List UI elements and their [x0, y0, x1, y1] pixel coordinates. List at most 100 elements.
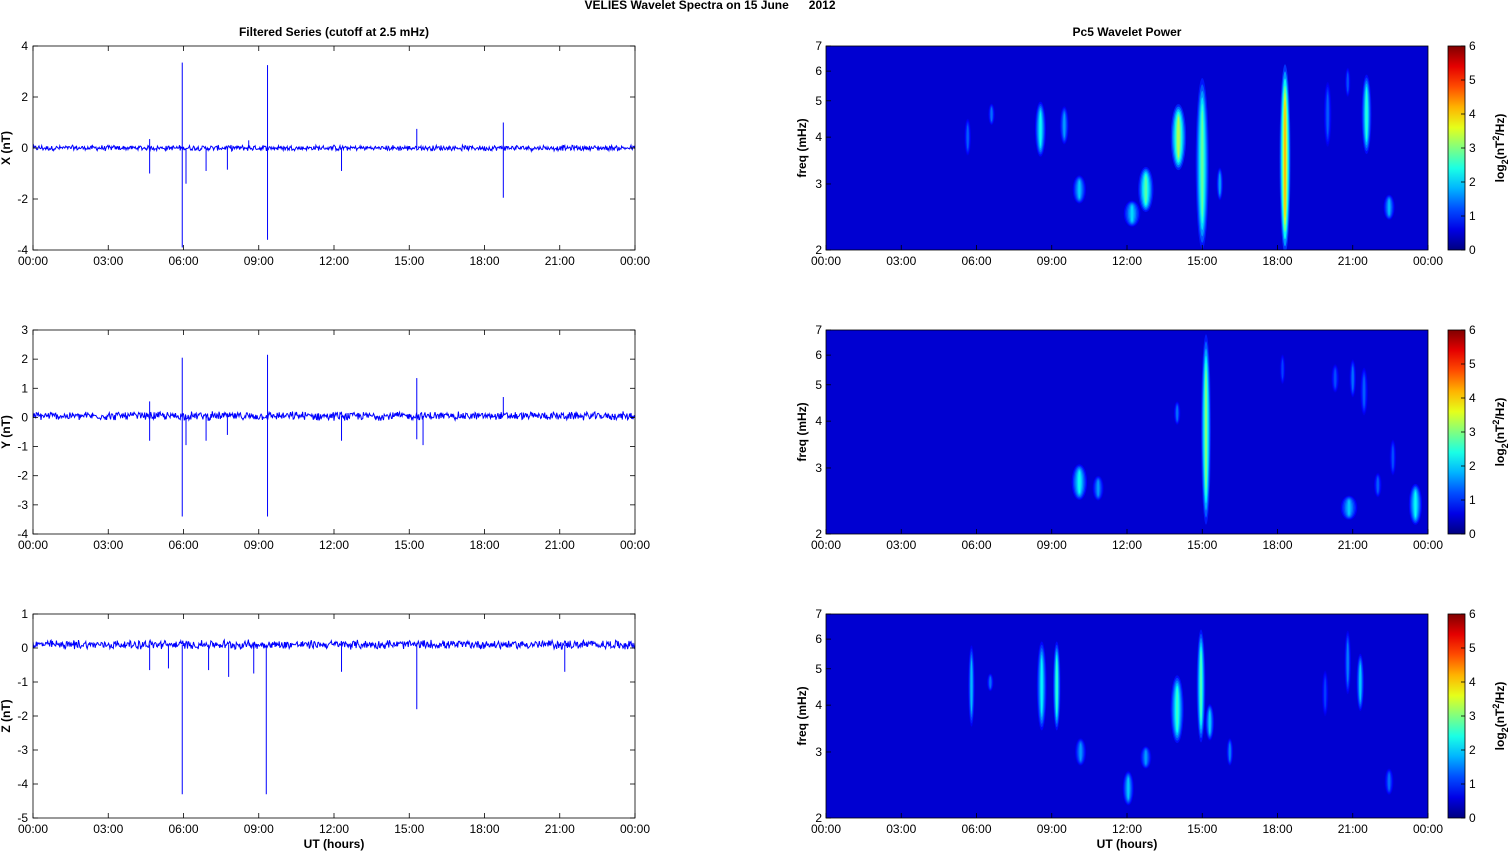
colorbar-tick-label: 0: [1469, 243, 1476, 257]
y-tick-label: 1: [21, 381, 28, 395]
colorbar-tick-label: 1: [1469, 493, 1476, 507]
colorbar-tick-label: 3: [1469, 709, 1476, 723]
power-blob-7: [1140, 746, 1152, 769]
blob-level: [1334, 369, 1337, 388]
blob-level: [1218, 173, 1221, 195]
plot-frame: [32, 329, 636, 535]
power-blob-9: [1195, 78, 1209, 250]
x-tick-label: 00:00: [1413, 538, 1443, 552]
blob-level: [1144, 175, 1148, 204]
x-tick-label: 15:00: [1187, 538, 1217, 552]
x-tick-label: 00:00: [811, 538, 841, 552]
power-blob-2: [986, 673, 994, 692]
left-column-title: Filtered Series (cutoff at 2.5 mHz): [239, 25, 429, 39]
y-tick-label: -1: [17, 675, 28, 689]
blob-level: [990, 107, 993, 122]
x-tick-label: 00:00: [620, 538, 650, 552]
series-trace: [33, 638, 635, 651]
colorbar-tick-label: 6: [1469, 39, 1476, 53]
y-tick-label: 4: [815, 130, 822, 144]
y-tick-label: -5: [17, 811, 28, 825]
blob-level: [1097, 480, 1100, 496]
y-tick-label: 0: [21, 410, 28, 424]
y-tick-label: 0: [21, 141, 28, 155]
x-tick-label: 18:00: [1262, 822, 1292, 836]
blob-level: [1130, 205, 1134, 222]
x-tick-label: 15:00: [394, 822, 424, 836]
colorbar-tick-label: 4: [1469, 107, 1476, 121]
x-tick-label: 09:00: [244, 538, 274, 552]
blob-level: [1346, 642, 1349, 683]
y-tick-label: -2: [17, 469, 28, 483]
blob-level: [1201, 110, 1204, 218]
power-blob-11: [1226, 738, 1234, 766]
colorbar-tick-label: 5: [1469, 641, 1476, 655]
power-blob-8: [1170, 675, 1184, 744]
blob-level: [1388, 773, 1391, 790]
power-blob-10: [1216, 167, 1224, 201]
x-tick-label: 09:00: [244, 822, 274, 836]
blob-level: [1351, 366, 1354, 391]
blob-level: [1078, 470, 1081, 494]
colorbar-tick-label: 0: [1469, 527, 1476, 541]
blob-level: [1376, 477, 1379, 493]
x-tick-label: 18:00: [1262, 254, 1292, 268]
x-tick-label: 00:00: [620, 822, 650, 836]
y-tick-label: 4: [815, 414, 822, 428]
x-tick-label: 21:00: [1338, 254, 1368, 268]
y-axis-label: X (nT): [0, 131, 13, 165]
y-tick-label: 4: [21, 39, 28, 53]
x-tick-label: 15:00: [1187, 822, 1217, 836]
colorbar: 0 1 2 3 4 5 6 log2(nT2/Hz): [1447, 39, 1510, 257]
y-tick-label: 0: [21, 641, 28, 655]
x-tick-label: 00:00: [811, 822, 841, 836]
blob-level: [1144, 750, 1147, 765]
y-tick-label: -3: [17, 498, 28, 512]
x-tick-label: 12:00: [1112, 254, 1142, 268]
x-tick-label: 06:00: [961, 254, 991, 268]
y-tick-label: -4: [17, 777, 28, 791]
x-tick-label: 06:00: [961, 822, 991, 836]
power-blob-12: [1323, 82, 1332, 147]
colorbar-tick-label: 2: [1469, 175, 1476, 189]
y-tick-label: 6: [815, 632, 822, 646]
colorbar-label: log2(nT2/Hz): [1491, 682, 1510, 751]
x-tick-label: 18:00: [1262, 538, 1292, 552]
line-panel-2: -4 -3 -2 -1 0 1 2 3 00:00 03:00 06:00 09:00 12:00 15:…: [0, 323, 650, 552]
blob-level: [1039, 112, 1042, 147]
y-tick-label: 5: [815, 378, 822, 392]
x-tick-label: 09:00: [1037, 254, 1067, 268]
x-tick-label: 00:00: [18, 254, 48, 268]
y-tick-label: 2: [815, 243, 822, 257]
colorbar-tick-label: 4: [1469, 675, 1476, 689]
line-panel-1: -4 -2 0 2 4 00:00 03:00 06:00 09:00 12:00 15:00 18:…: [0, 39, 650, 268]
y-tick-label: 6: [815, 64, 822, 78]
figure-title: VELIES Wavelet Spectra on 15 June 2012: [585, 0, 836, 12]
blob-level: [1391, 446, 1394, 469]
x-tick-label: 09:00: [1037, 538, 1067, 552]
y-tick-label: 5: [815, 662, 822, 676]
power-blob-9: [1360, 367, 1368, 416]
power-blob-5: [1279, 354, 1286, 385]
power-blob-11: [1389, 439, 1397, 476]
blob-level: [1127, 777, 1130, 799]
power-blob-12: [1408, 483, 1423, 525]
x-tick-label: 21:00: [1338, 822, 1368, 836]
y-tick-label: -4: [17, 527, 28, 541]
x-tick-label: 00:00: [620, 254, 650, 268]
blob-level: [1205, 369, 1208, 490]
y-tick-label: 6: [815, 348, 822, 362]
blob-level: [1063, 113, 1066, 138]
power-blob-6: [1331, 364, 1340, 393]
power-blob-5: [1075, 738, 1087, 766]
y-tick-label: 3: [815, 461, 822, 475]
power-blob-8: [1170, 104, 1187, 171]
x-tick-label: 18:00: [469, 538, 499, 552]
power-blob-13: [1344, 67, 1351, 97]
power-blob-10: [1373, 473, 1382, 498]
blob-level: [1388, 199, 1391, 216]
x-tick-label: 12:00: [319, 538, 349, 552]
x-tick-label: 00:00: [1413, 254, 1443, 268]
colorbar-tick-label: 1: [1469, 209, 1476, 223]
y-tick-label: -3: [17, 743, 28, 757]
